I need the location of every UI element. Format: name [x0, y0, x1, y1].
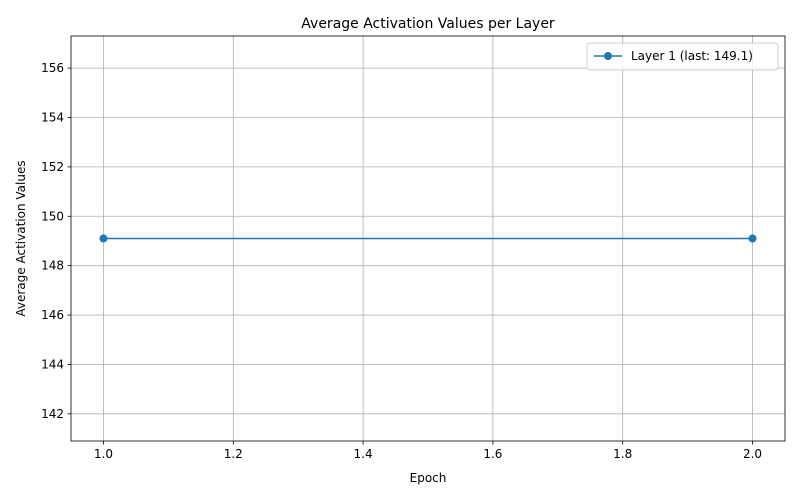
- legend-entry-label: Layer 1 (last: 149.1): [631, 49, 753, 63]
- legend-box: [586, 42, 779, 71]
- y-tick-label: 144: [41, 357, 64, 371]
- data-point: [748, 234, 757, 243]
- plot-frame: [70, 35, 786, 442]
- x-tick-label: 1.4: [354, 447, 373, 461]
- series-layer: [99, 234, 757, 243]
- y-axis-ticks: 142 144 146 148 150 152 154 156: [41, 61, 71, 421]
- x-tick-label: 1.0: [94, 447, 113, 461]
- x-axis-ticks: 1.0 1.2 1.4 1.6 1.8 2.0: [94, 441, 762, 461]
- y-axis-label: Average Activation Values: [14, 160, 28, 316]
- y-tick-label: 154: [41, 110, 64, 124]
- x-tick-label: 2.0: [743, 447, 762, 461]
- y-tick-label: 156: [41, 61, 64, 75]
- y-tick-label: 150: [41, 209, 64, 223]
- y-tick-label: 152: [41, 160, 64, 174]
- x-tick-label: 1.6: [483, 447, 502, 461]
- legend: Layer 1 (last: 149.1): [586, 42, 779, 71]
- x-axis-label: Epoch: [410, 471, 447, 485]
- chart-title: Average Activation Values per Layer: [301, 16, 555, 32]
- y-tick-label: 146: [41, 308, 64, 322]
- legend-point-marker: [604, 52, 612, 60]
- data-point: [99, 234, 108, 243]
- x-tick-label: 1.8: [613, 447, 632, 461]
- y-tick-label: 142: [41, 407, 64, 421]
- y-tick-label: 148: [41, 259, 64, 273]
- x-tick-label: 1.2: [224, 447, 243, 461]
